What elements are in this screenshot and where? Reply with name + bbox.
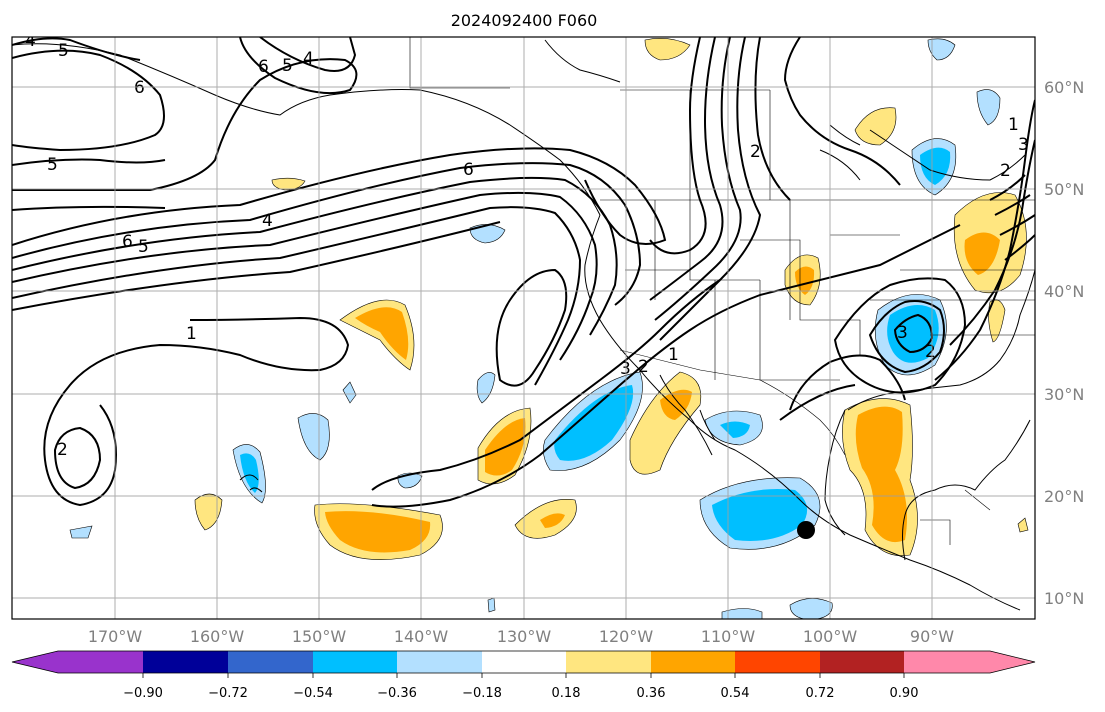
contour-label: 2 [750, 142, 761, 162]
lon-label: 140°W [394, 627, 449, 646]
colorbar-segment [58, 651, 143, 673]
lon-label: 130°W [497, 627, 552, 646]
colorbar-segment [228, 651, 313, 673]
lat-label: 30°N [1044, 385, 1084, 404]
lat-label: 10°N [1044, 589, 1084, 608]
colorbar-segment [313, 651, 397, 673]
political-borders [409, 37, 1035, 545]
lat-label: 60°N [1044, 78, 1084, 97]
colorbar-label: 0.18 [552, 686, 581, 701]
location-marker [797, 521, 815, 539]
contour-label: 4 [25, 31, 36, 51]
contour-label: 3 [897, 323, 908, 343]
contour-label: 5 [282, 56, 293, 76]
lat-label: 40°N [1044, 282, 1084, 301]
colorbar-segment [904, 651, 990, 673]
lat-label: 20°N [1044, 487, 1084, 506]
contour-label: 5 [58, 41, 69, 61]
contour-label: 6 [122, 232, 133, 252]
colorbar-segment [990, 651, 1035, 673]
colorbar-segment [735, 651, 820, 673]
colorbar-outline [11, 650, 1036, 674]
colorbar-label: −0.18 [462, 686, 502, 701]
contour-label: 6 [134, 78, 145, 98]
colorbar-label: −0.72 [208, 686, 248, 701]
colorbar-label: 0.90 [890, 686, 919, 701]
colorbar-label: 0.72 [806, 686, 835, 701]
lon-label: 120°W [599, 627, 654, 646]
figure-title: 2024092400 F060 [451, 11, 598, 30]
contour-label: 6 [258, 57, 269, 77]
colorbar-label: −0.36 [377, 686, 417, 701]
colorbar-segment [651, 651, 735, 673]
contour-label: 4 [262, 211, 273, 231]
contour-label: 2 [57, 440, 68, 460]
colorbar-segment [482, 651, 566, 673]
lon-label: 90°W [910, 627, 954, 646]
colorbar-label: 0.54 [721, 686, 750, 701]
lon-label: 150°W [292, 627, 347, 646]
colorbar-segment [12, 651, 58, 673]
lon-label: 160°W [190, 627, 245, 646]
colorbar-label: −0.90 [123, 686, 163, 701]
lat-label: 50°N [1044, 180, 1084, 199]
contour-label: 3 [1018, 135, 1029, 155]
colorbar-label: 0.36 [637, 686, 666, 701]
latitude-labels: 60°N 50°N 40°N 30°N 20°N 10°N [1044, 78, 1084, 608]
contour-label: 5 [138, 237, 149, 257]
contour-label: 2 [638, 357, 649, 377]
contour-label: 1 [1008, 115, 1019, 135]
contour-lines [12, 37, 1035, 508]
lon-label: 100°W [803, 627, 858, 646]
lon-label: 170°W [88, 627, 143, 646]
contour-label: 5 [47, 155, 58, 175]
contour-label: 2 [925, 342, 936, 362]
contour-label-layer: 4 5 6 5 6 4 5 6 6 5 4 1 2 2 3 1 2 3 2 1 … [25, 31, 1029, 460]
contour-label: 3 [620, 359, 631, 379]
contour-label: 6 [463, 160, 474, 180]
longitude-labels: 170°W 160°W 150°W 140°W 130°W 120°W 110°… [88, 627, 954, 646]
colorbar-segment [397, 651, 482, 673]
contour-label: 4 [303, 49, 314, 69]
map-frame [11, 36, 1036, 620]
colorbar-segment [143, 651, 228, 673]
lon-label: 110°W [701, 627, 756, 646]
colorbar-label: −0.54 [293, 686, 333, 701]
gridlines [12, 37, 1035, 619]
colorbar: −0.90 −0.72 −0.54 −0.36 −0.18 0.18 0.36 … [11, 650, 1036, 701]
contour-label: 1 [186, 324, 197, 344]
contour-label: 2 [1000, 161, 1011, 181]
contour-label: 1 [668, 345, 679, 365]
colorbar-segment [820, 651, 904, 673]
coastlines [12, 39, 1035, 611]
colorbar-segment [566, 651, 651, 673]
